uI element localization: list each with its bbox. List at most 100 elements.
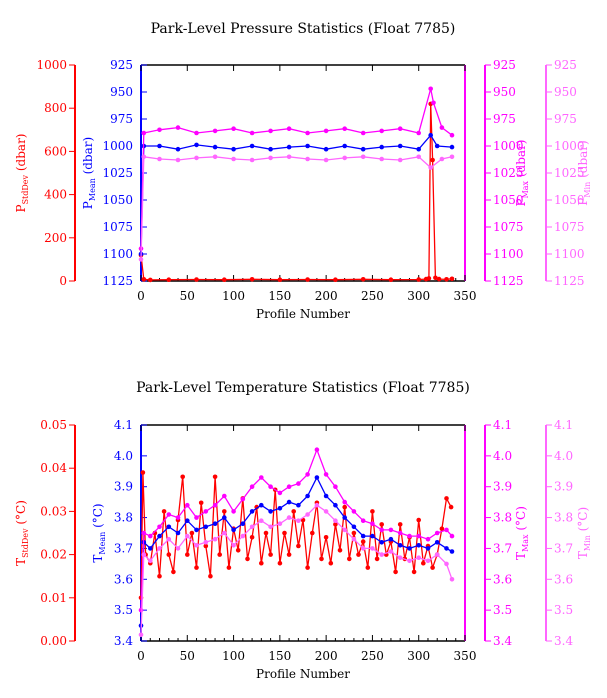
mean-tick-label: 1025 [102,166,133,180]
min-point [305,156,310,162]
mean-point [351,524,357,530]
mean-point [175,530,181,536]
max-point [231,126,236,131]
stddev-tick-label: 0.00 [40,634,67,648]
stddev-point [217,552,222,557]
min-point [231,543,236,548]
min-tick-label: 1000 [554,139,585,153]
stddev-point [277,277,283,283]
min-series [138,154,455,262]
mean-series [138,475,455,628]
stddev-point [370,509,375,514]
stddev-point [259,560,264,566]
min-point [379,156,385,162]
min-point [428,165,434,170]
stddev-point [388,277,394,283]
mean-point [231,146,236,152]
stddev-point [379,522,385,527]
mean-point [203,524,209,530]
mean-series [138,132,455,257]
x-tick-label: 100 [222,289,245,303]
max-point [249,484,255,490]
stddev-point [208,573,213,579]
mean-tick-label: 4.1 [114,418,133,432]
min-point [157,546,162,551]
min-series-line [140,504,453,635]
mean-point [407,546,412,551]
min-point [388,549,394,554]
min-tick-label: 4.0 [554,449,573,463]
max-tick-label: 3.9 [493,480,512,494]
mean-point [323,146,329,152]
stddev-tick-label: 800 [44,101,67,115]
mean-point [342,143,348,149]
min-point [323,509,329,514]
mean-point [397,143,403,149]
max-tick-label: 3.6 [493,572,512,586]
max-tick-label: 1025 [493,166,524,180]
max-tick-label: 1100 [493,247,524,261]
min-point [194,155,199,161]
stddev-tick-label: 400 [44,188,67,202]
max-point [431,100,436,106]
mean-tick-label: 4.0 [114,449,133,463]
mean-point [416,543,422,548]
mean-point [360,533,366,539]
max-point [138,607,144,613]
mean-point [286,144,292,150]
max-point [240,496,246,502]
mean-tick-label: 1075 [102,220,133,234]
stddev-point [347,556,352,562]
min-point [407,558,412,564]
stddev-point [194,565,199,570]
max-point [212,502,218,508]
stddev-point [194,277,199,282]
x-tick-label: 350 [454,649,477,663]
mean-point [416,146,422,152]
mean-point [370,533,375,539]
max-point [360,130,366,136]
mean-point [305,143,310,149]
stddev-tick-label: 0.01 [40,591,67,605]
min-tick-label: 925 [554,58,577,72]
mean-point [397,543,403,548]
stddev-point [166,277,172,283]
max-point [141,130,147,136]
min-point [231,156,236,162]
stddev-axis-label: TStdDev (°C) [14,500,30,566]
stddev-point [222,509,227,514]
x-tick-label: 200 [315,649,338,663]
max-series [138,86,455,251]
min-point [449,154,455,160]
x-tick-label: 0 [137,649,145,663]
mean-point [323,493,329,499]
mean-point [342,515,348,520]
stddev-point [433,275,438,281]
x-tick-label: 100 [222,649,245,663]
min-tick-label: 3.5 [554,603,573,617]
mean-point [314,475,320,480]
stddev-point [277,560,283,566]
min-point [397,555,403,560]
min-series-line [140,156,453,260]
stddev-point [305,277,310,282]
stddev-point [439,526,445,531]
stddev-point [222,277,227,283]
mean-point [259,502,264,508]
min-axis-label: TMin (°C) [576,507,592,559]
mean-point [296,502,301,508]
stddev-point [198,500,204,506]
max-point [185,502,190,508]
max-tick-label: 1050 [493,193,524,207]
max-point [397,530,403,536]
min-point [277,521,283,526]
max-point [175,515,181,520]
mean-point [185,518,190,523]
min-tick-label: 950 [554,85,577,99]
mean-tick-label: 3.8 [114,511,133,525]
max-tick-label: 4.1 [493,418,512,432]
mean-axis-label: PMean (dbar) [81,137,97,209]
max-point [194,130,199,136]
max-point [360,518,366,523]
min-point [138,632,144,638]
